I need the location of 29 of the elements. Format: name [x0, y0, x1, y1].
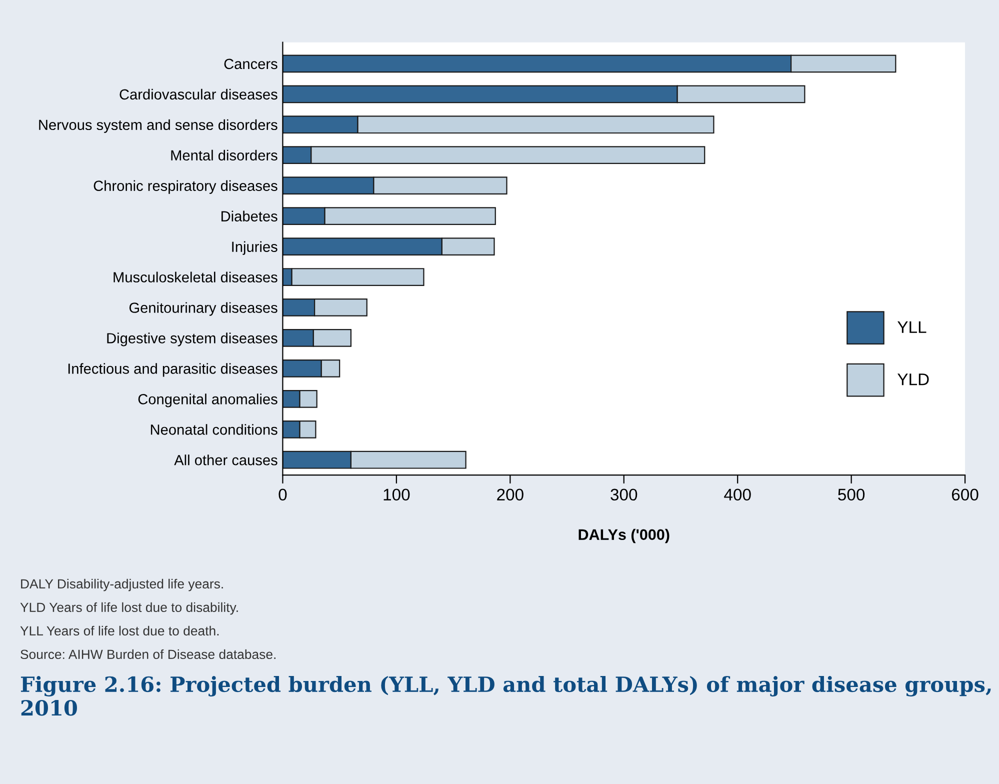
text: DALY Disability-adjusted life years.: [21, 578, 223, 592]
y-tick-label: Cancers: [224, 58, 278, 70]
y-tick-label: Congenital anomalies: [138, 394, 278, 408]
x-tick-label: 300: [610, 488, 638, 501]
x-tick-label: 600: [952, 488, 978, 501]
text: YLL Years of life lost due to death.: [20, 626, 219, 636]
text: YLD Years of life lost due to disability.: [20, 602, 238, 615]
y-tick-label: Genitourinary diseases: [129, 302, 278, 316]
y-tick-label: Neonatal conditions: [150, 424, 278, 435]
text: Figure 2.16: Projected burden (YLL, YLD and total DALYs) of major disease groups, 2010: [20, 676, 991, 716]
y-tick-label: Diabetes: [222, 210, 278, 222]
x-tick-label: 200: [497, 488, 524, 501]
legend-label: YLD: [898, 374, 929, 386]
y-tick-label: Mental disorders: [171, 150, 278, 161]
x-tick-label: 500: [838, 488, 865, 501]
legend-label: YLL: [898, 321, 926, 333]
y-tick-label: Injuries: [232, 241, 278, 255]
y-tick-label: Infectious and parasitic diseases: [68, 363, 278, 377]
x-axis-title: DALYs ('000): [578, 528, 670, 544]
x-tick-label: 100: [384, 488, 410, 501]
source-note: Source: AIHW Burden of Disease database.: [20, 649, 276, 660]
y-tick-label: Cardiovascular diseases: [120, 88, 278, 100]
y-tick-label: Nervous system and sense disorders: [39, 119, 278, 133]
y-tick-label: Digestive system diseases: [107, 332, 278, 346]
x-tick-label: 0: [278, 488, 287, 501]
y-tick-label: All other causes: [174, 454, 278, 466]
y-tick-label: Chronic respiratory diseases: [94, 180, 278, 194]
x-tick-label: 400: [724, 488, 751, 501]
y-tick-label: Musculoskeletal diseases: [114, 272, 278, 282]
